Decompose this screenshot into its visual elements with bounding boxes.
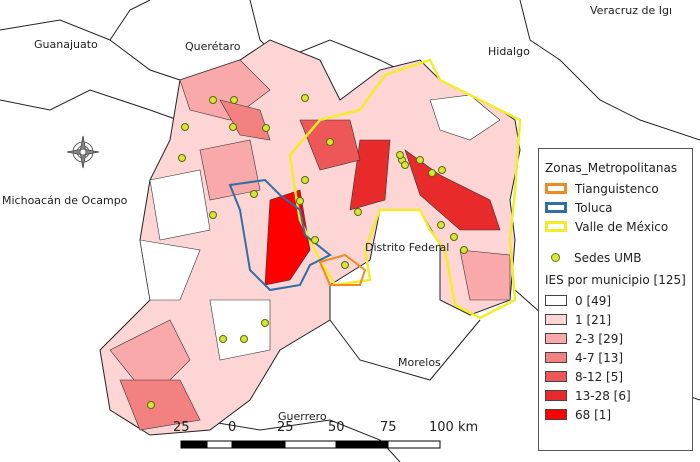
legend-label: 0 [49]	[575, 293, 612, 308]
compass-rose-icon	[66, 135, 100, 169]
label-veracruz: Veracruz de Igı	[590, 4, 673, 17]
scale-tick: 100 km	[429, 420, 479, 435]
legend-label: Sedes UMB	[574, 250, 642, 265]
scale-bar	[180, 440, 441, 449]
sede-umb-point	[219, 335, 227, 343]
legend-swatch	[545, 202, 567, 213]
scale-tick: 25	[277, 420, 294, 435]
sede-umb-point	[428, 169, 436, 177]
sede-umb-point	[301, 176, 309, 184]
legend-label: Tianguistenco	[575, 181, 659, 196]
municipalities	[109, 59, 511, 431]
sede-umb-point	[262, 124, 270, 132]
sede-umb-point	[250, 190, 258, 198]
legend-zones-title: Zonas_Metropolitanas	[545, 161, 678, 175]
legend-swatch	[545, 409, 567, 420]
sede-umb-point	[261, 319, 269, 327]
label-guerrero: Guerrero	[278, 410, 327, 423]
zone-toluca	[228, 178, 332, 292]
label-hidalgo: Hidalgo	[488, 45, 530, 58]
legend-class: 68 [1]	[545, 405, 686, 424]
sede-umb-point	[301, 94, 309, 102]
sede-umb-point	[209, 211, 217, 219]
legend-label: 13-28 [6]	[575, 388, 631, 403]
legend-class: 1 [21]	[545, 310, 686, 329]
legend-swatch	[545, 183, 567, 194]
sede-umb-point	[354, 208, 362, 216]
legend-label: 1 [21]	[575, 312, 612, 327]
sede-umb-point	[181, 123, 189, 131]
legend-swatch	[545, 221, 567, 232]
legend-swatch	[545, 390, 567, 401]
legend-swatch	[545, 314, 567, 325]
legend-zone-toluca: Toluca	[545, 198, 686, 217]
legend-swatch	[545, 333, 567, 344]
sede-umb-point	[311, 236, 319, 244]
sede-dot-icon	[551, 253, 560, 262]
sede-umb-point	[296, 197, 304, 205]
sede-umb-point	[438, 166, 446, 174]
legend-swatch	[545, 295, 567, 306]
sede-umb-point	[229, 123, 237, 131]
label-michoacan: Michoacán de Ocampo	[2, 194, 128, 207]
legend-zone-valle: Valle de México	[545, 217, 686, 236]
scale-tick: 25	[173, 420, 190, 435]
label-guanajuato: Guanajuato	[34, 38, 98, 51]
sede-umb-point	[326, 138, 334, 146]
legend-class: 13-28 [6]	[545, 386, 686, 405]
legend-class: 0 [49]	[545, 291, 686, 310]
sede-umb-point	[396, 151, 404, 159]
legend-swatch	[545, 371, 567, 382]
legend-class: 2-3 [29]	[545, 329, 686, 348]
sede-umb-point	[147, 401, 155, 409]
zone-valle-de-mexico	[288, 58, 522, 320]
legend-label: Toluca	[575, 200, 613, 215]
sede-umb-point	[416, 156, 424, 164]
legend-label: 2-3 [29]	[575, 331, 624, 346]
zone-tianguistenco	[318, 253, 367, 286]
legend-label: 68 [1]	[575, 407, 612, 422]
sede-umb-point	[401, 161, 409, 169]
label-morelos: Morelos	[398, 356, 441, 369]
sede-umb-point	[209, 96, 217, 104]
scale-tick: 75	[380, 420, 397, 435]
sede-umb-point	[230, 96, 238, 104]
sede-umb-point	[341, 261, 349, 269]
sedes-umb-points	[147, 94, 468, 409]
sede-umb-point	[460, 246, 468, 254]
legend-class: 4-7 [13]	[545, 348, 686, 367]
legend-swatch	[545, 352, 567, 363]
label-queretaro: Querétaro	[185, 40, 241, 53]
scale-tick: 0	[228, 420, 237, 435]
legend-zone-tianguistenco: Tianguistenco	[545, 179, 686, 198]
sede-umb-point	[450, 233, 458, 241]
legend-classes: 0 [49] 1 [21] 2-3 [29] 4-7 [13] 8-12 [5] 13-2…	[545, 291, 686, 424]
sede-umb-point	[240, 335, 248, 343]
legend-label: 8-12 [5]	[575, 369, 624, 384]
sede-umb-point	[437, 221, 445, 229]
label-distrito-federal: Distrito Federal	[365, 241, 450, 254]
legend-sedes: Sedes UMB	[545, 248, 686, 267]
legend-label: Valle de México	[575, 219, 669, 234]
legend-ies-title: IES por municipio [125]	[545, 273, 686, 287]
legend-label: 4-7 [13]	[575, 350, 624, 365]
legend: Zonas_Metropolitanas Tianguistenco Toluc…	[538, 148, 693, 451]
sede-umb-point	[178, 154, 186, 162]
scale-tick: 50	[328, 420, 345, 435]
legend-class: 8-12 [5]	[545, 367, 686, 386]
